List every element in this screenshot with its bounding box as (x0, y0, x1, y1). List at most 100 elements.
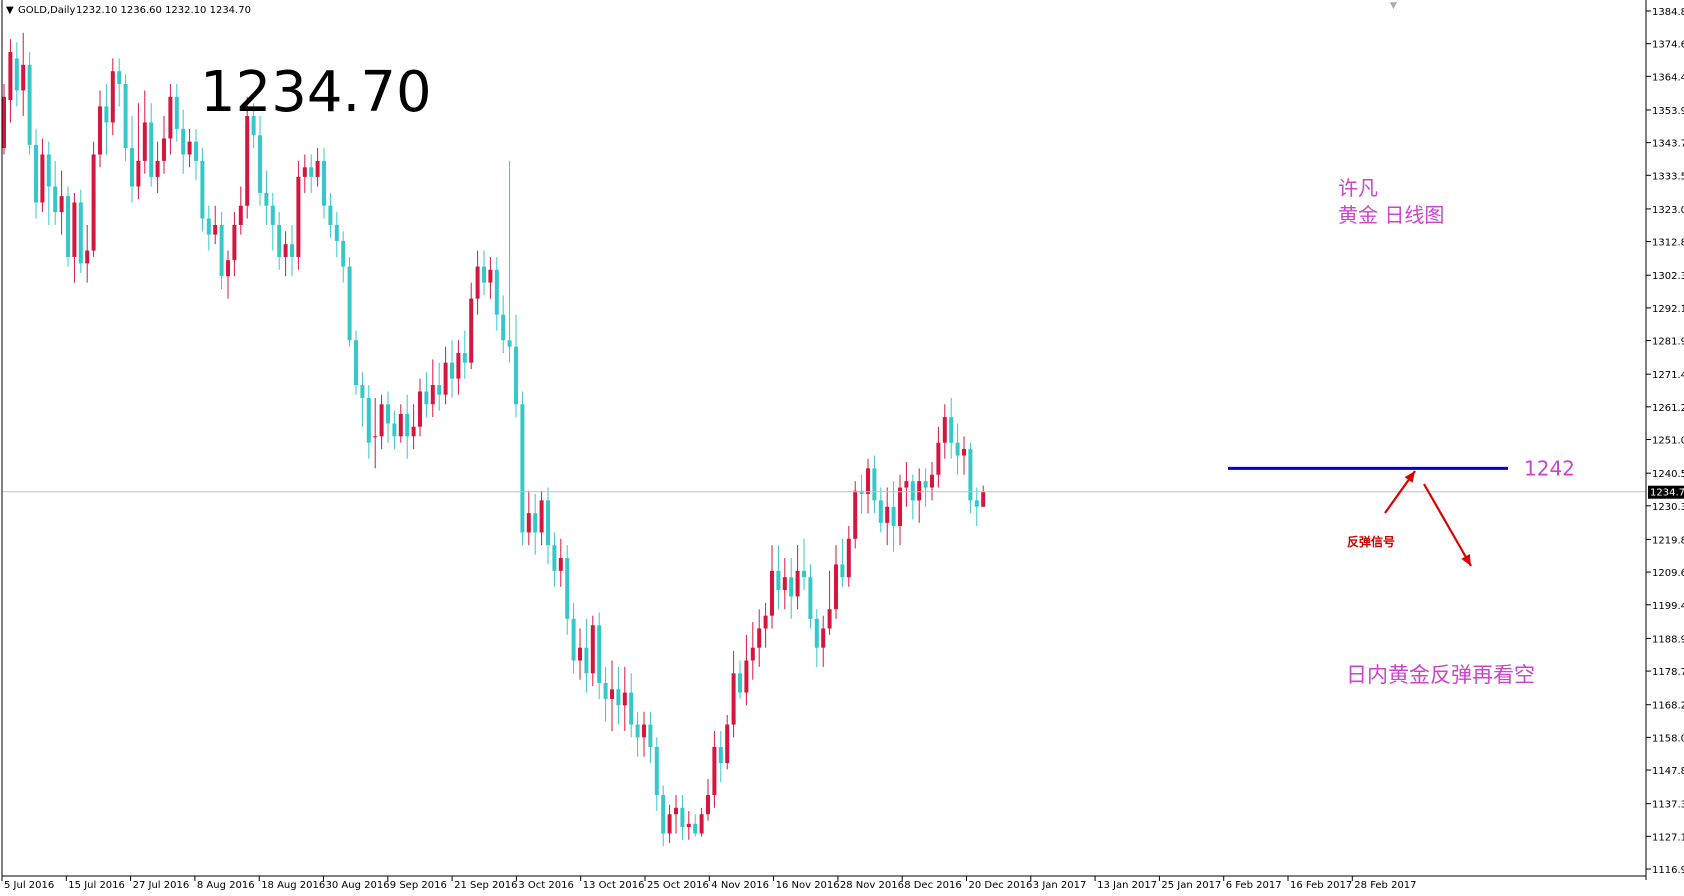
candle (283, 231, 288, 277)
candle-body (757, 628, 762, 648)
y-tick-label: 1323.00 (1652, 205, 1684, 216)
candle (731, 650, 736, 738)
candle-body (232, 224, 237, 261)
candle-body (456, 353, 461, 379)
y-tick-label: 1188.90 (1652, 634, 1684, 645)
candle (418, 378, 422, 437)
x-tick-label: 30 Aug 2016 (326, 880, 390, 891)
y-tick-label: 1137.30 (1652, 800, 1684, 811)
candle (21, 32, 26, 117)
candle-body (738, 673, 742, 693)
candle-body (104, 106, 109, 123)
x-tick-label: 25 Jan 2017 (1161, 880, 1221, 891)
candle (14, 42, 19, 107)
intraday-comment: 日内黄金反弹再看空 (1346, 663, 1535, 687)
candle-body (968, 449, 973, 501)
candle (136, 103, 141, 200)
candle-body (78, 202, 83, 264)
candle-body (533, 513, 538, 533)
candle-body (379, 404, 384, 437)
rebound-signal-label: 反弹信号 (1347, 534, 1395, 549)
x-tick-label: 13 Oct 2016 (583, 880, 645, 891)
y-tick-label: 1353.90 (1652, 106, 1684, 117)
candle-body (270, 205, 275, 225)
candle-body (827, 609, 832, 629)
candle-body (507, 340, 512, 347)
candle (917, 468, 922, 523)
candle-body (840, 564, 845, 578)
candle-body (565, 558, 570, 619)
y-tick-label: 1364.40 (1652, 72, 1684, 83)
candle-body (360, 385, 365, 398)
candle (622, 666, 627, 731)
candle-body (386, 404, 390, 424)
y-tick-label: 1209.60 (1652, 568, 1684, 579)
x-tick-label: 3 Jan 2017 (1033, 880, 1087, 891)
candle (750, 622, 755, 680)
candle-body (904, 481, 909, 488)
candle (40, 138, 45, 213)
candle-body (213, 224, 218, 235)
candle (181, 109, 186, 174)
x-tick-label: 15 Jul 2016 (68, 880, 125, 891)
candle-body (98, 106, 102, 155)
candle-body (405, 413, 410, 437)
candle-body (846, 538, 851, 578)
scroll-indicator-icon[interactable]: ▼ (1390, 1, 1397, 11)
x-tick-label: 25 Oct 2016 (647, 880, 709, 891)
candle-body (354, 340, 358, 386)
candle (296, 160, 301, 270)
candle (526, 490, 531, 546)
candle-body (366, 397, 371, 443)
candle-body (430, 385, 435, 405)
candle (520, 391, 525, 546)
candle-body (539, 500, 544, 533)
candle (386, 391, 390, 443)
candle (763, 602, 768, 648)
candle (149, 103, 154, 187)
y-tick-label: 1219.80 (1652, 535, 1684, 546)
candle-body (782, 577, 787, 591)
candle-body (930, 474, 934, 488)
candle (104, 84, 109, 155)
y-tick-label: 1147.80 (1652, 766, 1684, 777)
candle-body (706, 795, 710, 815)
candle-body (85, 250, 90, 264)
y-tick-label: 1199.40 (1652, 601, 1684, 612)
candle-body (552, 545, 557, 571)
candle-body (558, 558, 563, 571)
arrow (1384, 470, 1416, 514)
y-tick-label: 1384.80 (1652, 7, 1684, 18)
candle-body (238, 205, 243, 225)
candle (616, 666, 621, 725)
x-tick-label: 28 Feb 2017 (1354, 880, 1416, 891)
candle (72, 192, 77, 283)
candle (949, 397, 954, 459)
menu-triangle-icon[interactable]: ▼ (6, 5, 14, 16)
candle (117, 58, 122, 107)
candle (514, 314, 518, 418)
symbol-label: GOLD,Daily (18, 5, 75, 16)
candle-body (718, 746, 723, 763)
candle-body (2, 96, 6, 149)
candle (846, 525, 851, 587)
candle (85, 224, 90, 283)
candle-body (226, 260, 230, 277)
x-tick-label: 8 Aug 2016 (197, 880, 255, 891)
candle (46, 141, 51, 225)
y-tick-label: 1251.00 (1652, 436, 1684, 447)
candle-body (872, 468, 877, 501)
candle (379, 394, 384, 450)
candle (219, 212, 224, 289)
candle-body (53, 186, 58, 213)
candle-body (667, 814, 672, 834)
candle (834, 545, 838, 619)
arrow (1423, 483, 1472, 567)
candle (309, 154, 314, 193)
arrow-head-icon (1461, 554, 1471, 566)
candle (910, 474, 915, 520)
candle-body (251, 116, 256, 136)
candle-body (974, 500, 979, 507)
candle (258, 116, 262, 206)
candle (194, 128, 198, 181)
